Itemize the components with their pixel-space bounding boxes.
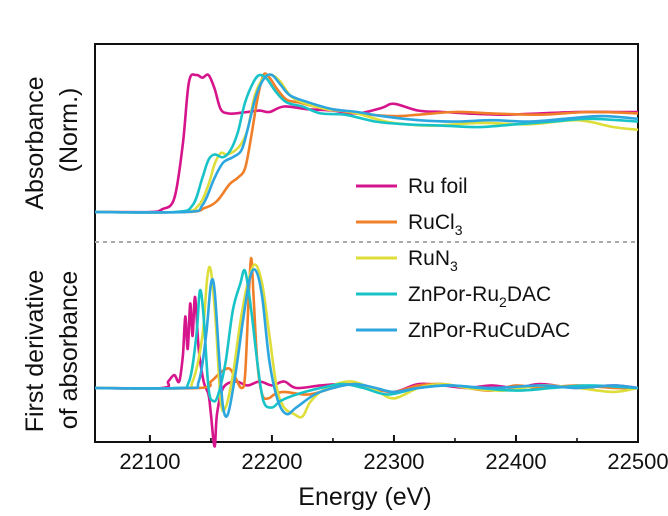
y-axis-title-bottom-line2: of absorbance — [55, 271, 83, 429]
x-axis-title: Energy (eV) — [298, 483, 431, 511]
x-tick-label: 22300 — [363, 449, 424, 474]
y-axis-title-top-line2: (Norm.) — [55, 88, 83, 173]
legend-label: RuN3 — [408, 247, 458, 274]
derivative-line-znpor-rucudac — [94, 268, 639, 418]
x-tick-label: 22400 — [485, 449, 546, 474]
legend-label: Ru foil — [408, 175, 468, 198]
absorbance-line-znpor-ru2dac — [94, 73, 639, 214]
x-tick-label: 22100 — [119, 449, 180, 474]
absorbance-line-rucl3 — [94, 72, 639, 214]
legend-label: ZnPor-Ru2DAC — [408, 283, 551, 310]
y-axis-title-bottom-line1: First derivative — [21, 270, 49, 433]
absorbance-line-ru-foil — [94, 73, 638, 214]
x-tick-label: 22200 — [241, 449, 302, 474]
legend-label: RuCl3 — [408, 211, 463, 238]
y-axis-title-top-line1: Absorbance — [21, 76, 49, 209]
absorbance-line-znpor-rucudac — [94, 73, 639, 214]
x-tick-label: 22500 — [607, 449, 668, 474]
legend-label: ZnPor-RuCuDAC — [408, 319, 570, 342]
